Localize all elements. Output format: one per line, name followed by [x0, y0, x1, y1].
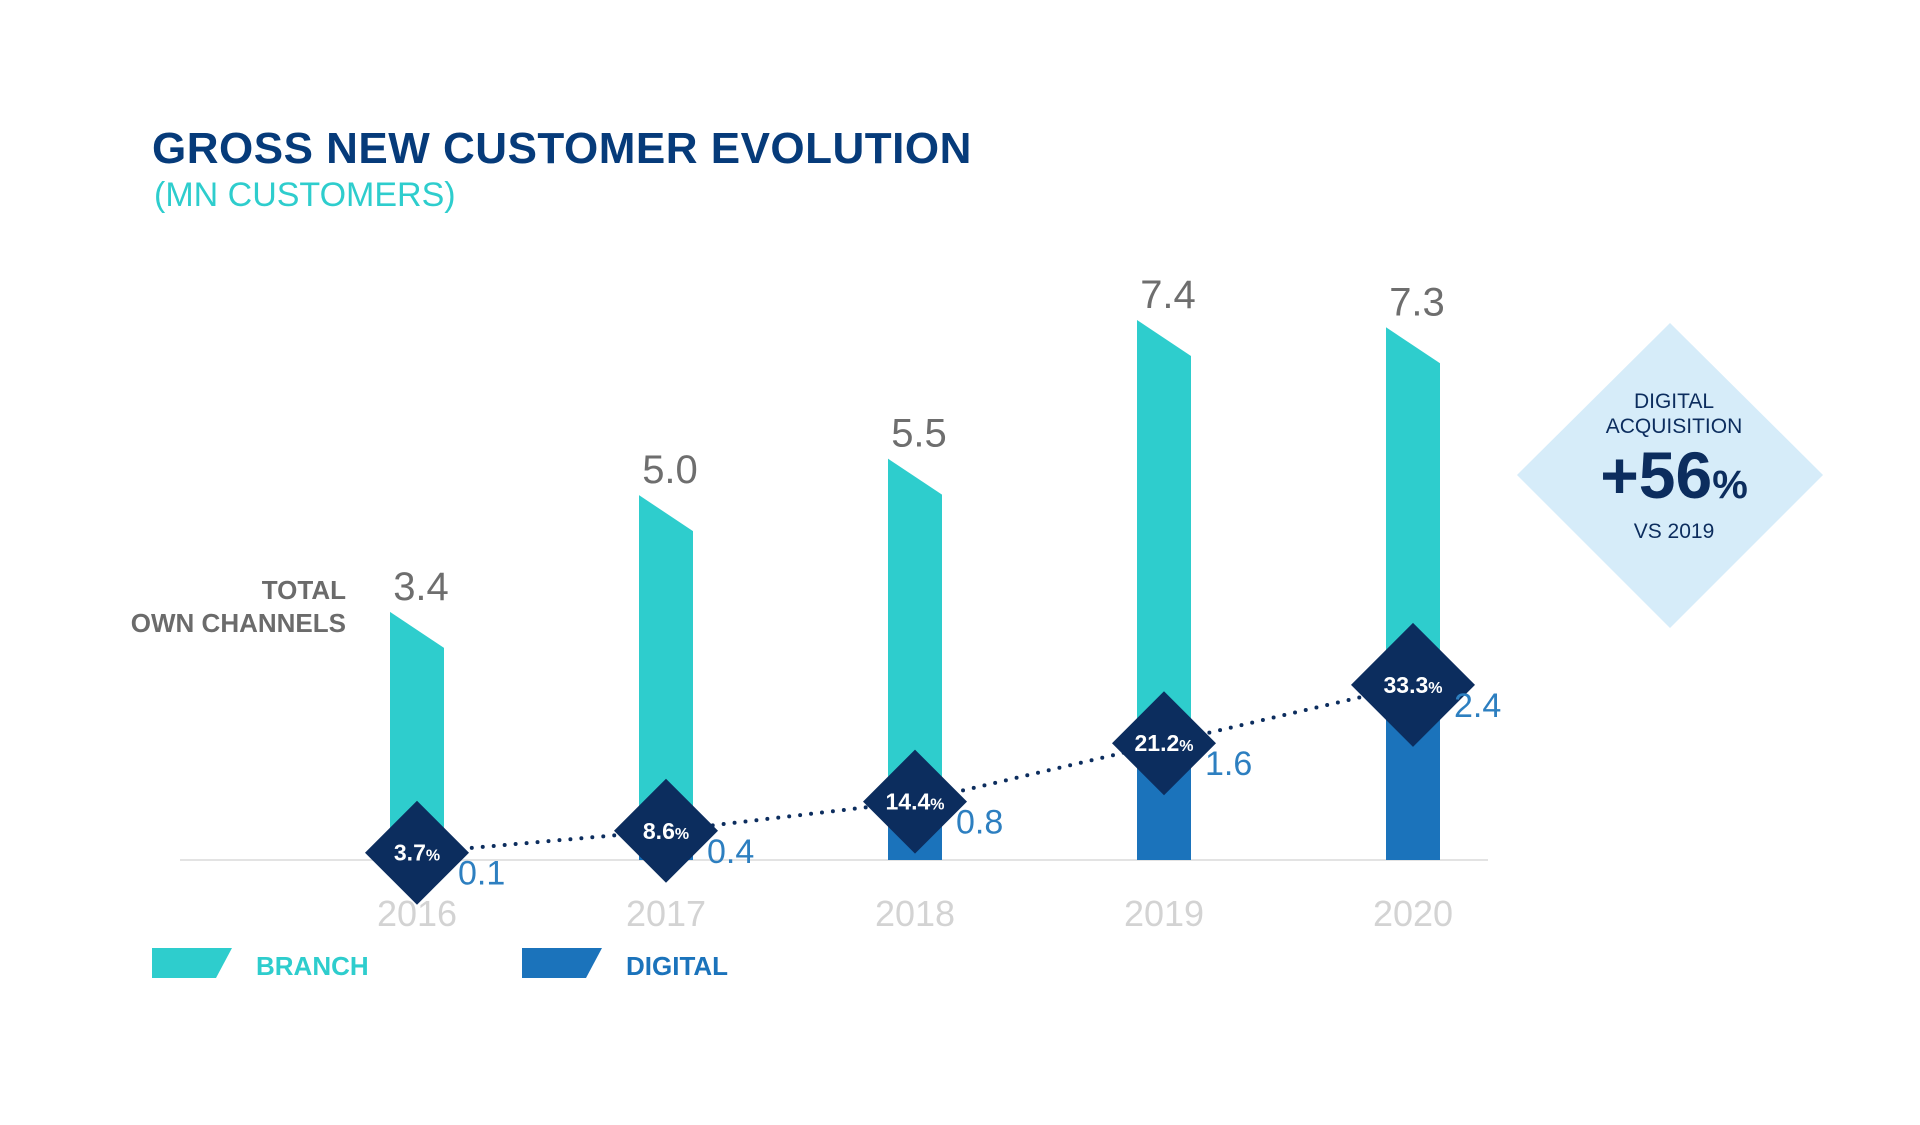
legend-branch-label: BRANCH	[256, 951, 369, 981]
digital-share-trend-line	[415, 682, 1415, 855]
callout-line2: ACQUISITION	[1606, 415, 1743, 438]
legend-digital-swatch	[522, 948, 602, 978]
digital-share-marker-2017	[614, 778, 718, 883]
bar-branch-2017	[639, 495, 693, 860]
digital-share-trend-group: 3.7% 8.6% 14.4% 21.2% 33.3%	[365, 622, 1475, 905]
total-value-label-2018: 5.5	[891, 412, 947, 456]
total-value-label-2016: 3.4	[393, 565, 449, 609]
chart-subtitle: (MN CUSTOMERS)	[154, 176, 456, 214]
x-tick-label-2017: 2017	[626, 893, 706, 934]
bar-branch-2018	[888, 458, 942, 860]
callout-diamond	[1517, 323, 1823, 628]
x-tick-label-2020: 2020	[1373, 893, 1453, 934]
digital-value-label-2017: 0.4	[707, 833, 754, 871]
legend-digital-label: DIGITAL	[626, 951, 728, 981]
digital-value-label-2019: 1.6	[1205, 745, 1252, 783]
x-tick-label-2018: 2018	[875, 893, 955, 934]
digital-value-label-2018: 0.8	[956, 804, 1003, 842]
digital-share-label-2016: 3.7%	[394, 840, 440, 866]
total-own-channels-label-line2: OWN CHANNELS	[131, 608, 346, 638]
digital-value-label-2020: 2.4	[1454, 687, 1501, 725]
digital-share-label-2018: 14.4%	[886, 789, 945, 815]
digital-share-label-2017: 8.6%	[643, 818, 689, 844]
total-value-label-2019: 7.4	[1140, 273, 1196, 317]
digital-share-marker-2019	[1112, 691, 1216, 796]
total-own-channels-label-line1: TOTAL	[262, 575, 346, 605]
digital-share-marker-2016	[365, 800, 469, 905]
digital-share-label-2019: 21.2%	[1135, 730, 1194, 756]
callout-line3: VS 2019	[1634, 520, 1715, 543]
x-tick-label-2016: 2016	[377, 893, 457, 934]
digital-share-marker-2020	[1351, 622, 1475, 747]
chart-title: GROSS NEW CUSTOMER EVOLUTION	[152, 124, 972, 173]
callout-value: +56%	[1600, 438, 1748, 512]
digital-share-marker-2018	[863, 749, 967, 854]
bar-branch-2016	[390, 611, 444, 860]
digital-share-label-2020: 33.3%	[1384, 672, 1443, 698]
total-value-label-2020: 7.3	[1389, 280, 1445, 324]
x-tick-label-2019: 2019	[1124, 893, 1204, 934]
digital-value-label-2016: 0.1	[458, 855, 505, 893]
legend-branch-swatch	[152, 948, 232, 978]
callout-line1: DIGITAL	[1634, 390, 1714, 413]
total-value-label-2017: 5.0	[642, 448, 698, 492]
